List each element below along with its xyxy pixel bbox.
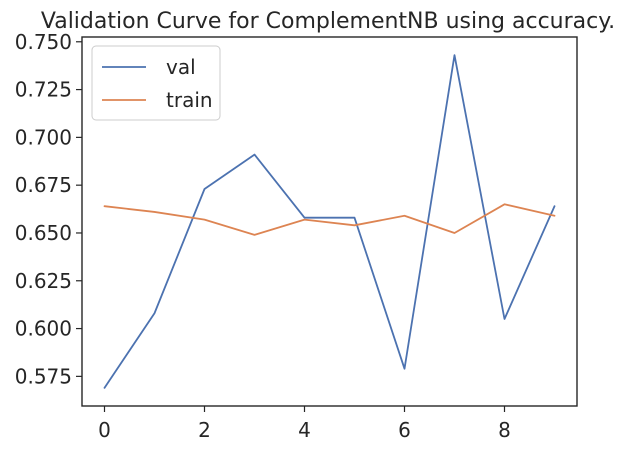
series-line-train [103, 203, 556, 236]
y-tick-label: 0.600 [15, 317, 72, 341]
series-line-val [103, 54, 556, 389]
series-layer [103, 54, 556, 389]
y-tick-label: 0.625 [15, 269, 72, 293]
y-axis: 0.575 0.600 0.625 0.650 0.675 0.700 0.725 0.750 [15, 30, 82, 388]
y-tick-label: 0.650 [15, 221, 72, 245]
y-tick-label: 0.700 [15, 125, 72, 149]
y-tick-label: 0.675 [15, 173, 72, 197]
x-tick-label: 4 [298, 418, 311, 442]
axes-frame [81, 36, 578, 407]
y-tick-label: 0.725 [15, 78, 72, 102]
chart-title: Validation Curve for ComplementNB using … [41, 9, 615, 34]
y-tick-label: 0.575 [15, 364, 72, 388]
legend-label-train: train [166, 88, 213, 112]
x-tick-label: 6 [398, 418, 411, 442]
y-tick-label: 0.750 [15, 30, 72, 54]
x-axis: 0 2 4 6 8 [98, 406, 511, 442]
x-tick-label: 0 [98, 418, 111, 442]
x-tick-label: 2 [198, 418, 211, 442]
legend: val train [91, 45, 221, 121]
legend-label-val: val [166, 55, 196, 79]
x-tick-label: 8 [498, 418, 511, 442]
legend-box [91, 45, 221, 121]
